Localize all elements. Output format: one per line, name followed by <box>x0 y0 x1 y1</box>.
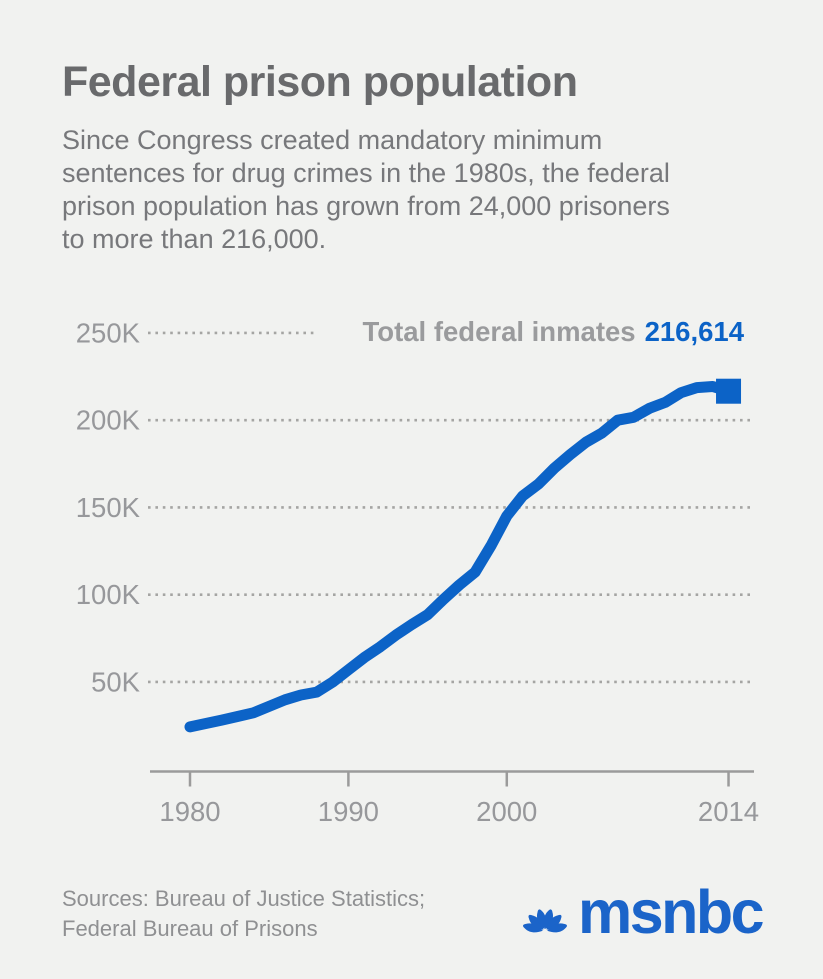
data-line <box>184 381 734 733</box>
y-axis-label: 50K <box>91 666 141 697</box>
x-axis-label: 2000 <box>476 796 537 827</box>
end-marker <box>716 378 742 404</box>
msnbc-logo: msnbc <box>521 878 765 946</box>
chart-annotation: Total federal inmates 216,614 <box>363 316 744 348</box>
subtitle: Since Congress created mandatory minimum… <box>62 125 670 254</box>
x-axis-label: 2014 <box>698 796 759 827</box>
x-axis-label: 1980 <box>159 796 220 827</box>
annotation-label: Total federal inmates <box>362 316 636 347</box>
nbc-peacock-icon <box>523 909 567 933</box>
y-axis-label: 100K <box>76 579 141 610</box>
page-title: Federal prison population <box>62 58 578 106</box>
sources-credit: Sources: Bureau of Justice Statistics; F… <box>62 886 426 941</box>
x-axis-label: 1990 <box>318 796 379 827</box>
annotation-value: 216,614 <box>644 316 744 347</box>
y-axis-label: 200K <box>76 405 141 436</box>
msnbc-wordmark: msnbc <box>578 878 765 946</box>
y-axis-label: 150K <box>76 492 141 523</box>
y-axis-label: 250K <box>76 317 141 348</box>
